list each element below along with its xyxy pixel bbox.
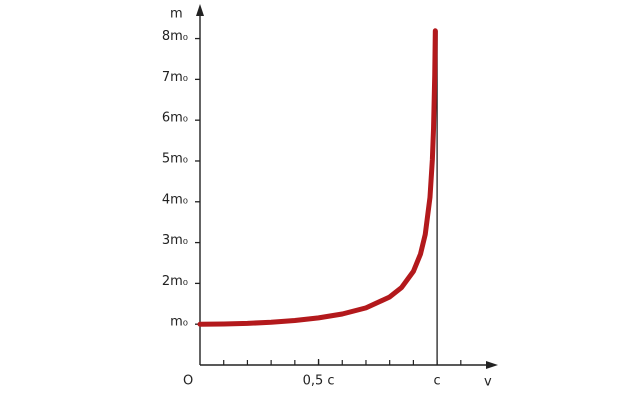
curve: [197, 28, 438, 327]
y-tick-label: 8m₀: [162, 29, 188, 44]
y-tick-label: 4m₀: [162, 192, 188, 207]
y-tick-label: 2m₀: [162, 274, 188, 289]
x-tick-label: c: [434, 374, 441, 389]
origin-label: O: [183, 374, 193, 389]
x-tick-label: 0,5 c: [303, 374, 335, 389]
x-axis-label: v: [484, 375, 492, 390]
y-axis-label: m: [170, 7, 183, 22]
y-tick-label: 3m₀: [162, 233, 188, 248]
y-tick-label: 5m₀: [162, 151, 188, 166]
y-tick-label: 7m₀: [162, 70, 188, 85]
y-arrow: [196, 4, 204, 16]
y-tick-label: 6m₀: [162, 111, 188, 126]
y-tick-label: m₀: [170, 315, 188, 330]
x-arrow: [486, 361, 498, 369]
